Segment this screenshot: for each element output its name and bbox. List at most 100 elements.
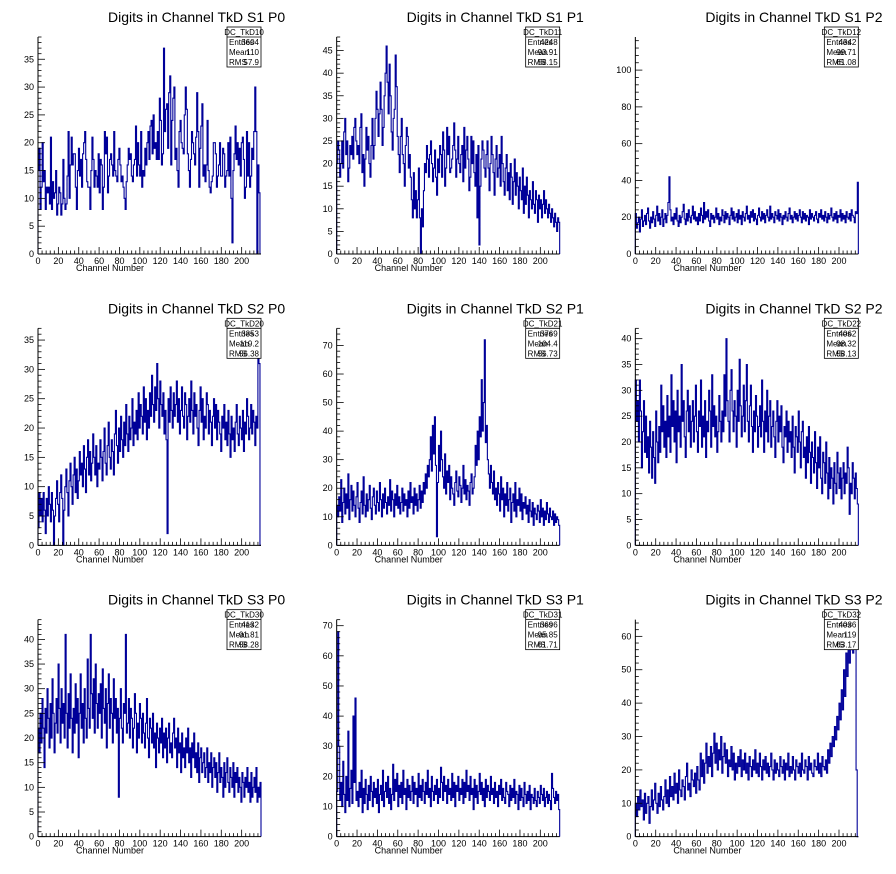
y-tick-label: 30 bbox=[621, 385, 631, 395]
y-tick-label: 5 bbox=[29, 221, 34, 231]
x-tick-label: 100 bbox=[730, 256, 745, 266]
stats-box bbox=[525, 317, 561, 359]
y-tick-label: 25 bbox=[24, 708, 34, 718]
y-tick-label: 20 bbox=[621, 437, 631, 447]
x-tick-label: 100 bbox=[730, 839, 745, 849]
x-tick-label: 0 bbox=[334, 547, 339, 557]
stats-value-mean: 119 bbox=[844, 631, 857, 640]
stats-value-mean: 104.4 bbox=[538, 339, 559, 348]
x-tick-label: 0 bbox=[633, 256, 638, 266]
stats-label-entries: Entries bbox=[826, 621, 851, 630]
y-tick-label: 35 bbox=[323, 91, 333, 101]
y-tick-label: 30 bbox=[24, 82, 34, 92]
stats-name: DC_TkD31 bbox=[523, 611, 563, 620]
stats-label-rms: RMS bbox=[229, 349, 247, 358]
stats-label-rms: RMS bbox=[826, 349, 844, 358]
y-tick-label: 30 bbox=[24, 684, 34, 694]
x-tick-label: 60 bbox=[94, 839, 104, 849]
x-tick-label: 120 bbox=[153, 256, 168, 266]
y-tick-label: 35 bbox=[24, 659, 34, 669]
stats-box bbox=[226, 609, 262, 651]
x-tick-label: 40 bbox=[671, 547, 681, 557]
y-tick-label: 50 bbox=[323, 398, 333, 408]
x-tick-label: 60 bbox=[393, 547, 403, 557]
x-tick-label: 200 bbox=[234, 839, 249, 849]
histogram-series bbox=[336, 631, 561, 837]
y-tick-label: 40 bbox=[323, 711, 333, 721]
x-tick-label: 100 bbox=[132, 547, 147, 557]
x-tick-label: 20 bbox=[651, 547, 661, 557]
x-tick-label: 20 bbox=[651, 256, 661, 266]
histogram-panel: Digits in Channel TkD S2 P10 20 40 60 80 100 1… bbox=[323, 300, 584, 564]
x-tick-label: 20 bbox=[651, 839, 661, 849]
x-tick-label: 180 bbox=[214, 547, 229, 557]
y-tick-label: 30 bbox=[323, 741, 333, 751]
y-tick-label: 5 bbox=[626, 514, 631, 524]
x-tick-label: 100 bbox=[431, 839, 446, 849]
x-axis-title: Channel Number bbox=[673, 263, 741, 273]
x-tick-label: 120 bbox=[750, 839, 765, 849]
y-tick-label: 0 bbox=[328, 540, 333, 550]
x-axis-title: Channel Number bbox=[76, 554, 144, 564]
y-tick-label: 15 bbox=[323, 181, 333, 191]
x-axis-title: Channel Number bbox=[375, 846, 443, 856]
stats-value-rms: 57.9 bbox=[243, 58, 259, 67]
histogram-series bbox=[37, 633, 262, 837]
x-tick-label: 160 bbox=[193, 547, 208, 557]
x-tick-label: 160 bbox=[193, 256, 208, 266]
x-axis-title: Channel Number bbox=[375, 554, 443, 564]
stats-box bbox=[525, 26, 561, 68]
stats-label-mean: Mean bbox=[826, 48, 846, 57]
stats-value-mean: 119.2 bbox=[240, 339, 260, 348]
y-tick-label: 0 bbox=[29, 249, 34, 259]
stats-label-entries: Entries bbox=[229, 621, 254, 630]
chart-title: Digits in Channel TkD S2 P1 bbox=[407, 300, 584, 316]
y-tick-label: 0 bbox=[29, 540, 34, 550]
y-tick-label: 0 bbox=[626, 540, 631, 550]
stats-label-rms: RMS bbox=[528, 58, 546, 67]
y-tick-label: 60 bbox=[323, 369, 333, 379]
x-tick-label: 180 bbox=[214, 839, 229, 849]
x-tick-label: 120 bbox=[750, 547, 765, 557]
stats-label-entries: Entries bbox=[229, 38, 254, 47]
x-tick-label: 200 bbox=[831, 547, 846, 557]
y-tick-label: 20 bbox=[621, 212, 631, 222]
x-tick-label: 140 bbox=[173, 839, 188, 849]
histogram-series bbox=[634, 629, 859, 838]
x-tick-label: 60 bbox=[691, 839, 701, 849]
stats-box bbox=[525, 609, 561, 651]
x-tick-label: 60 bbox=[393, 256, 403, 266]
stats-value-rms: 58.13 bbox=[836, 349, 857, 358]
x-tick-label: 160 bbox=[193, 839, 208, 849]
y-tick-label: 10 bbox=[621, 489, 631, 499]
stats-box bbox=[823, 609, 859, 651]
x-tick-label: 120 bbox=[750, 256, 765, 266]
stats-label-mean: Mean bbox=[528, 48, 548, 57]
x-tick-label: 40 bbox=[671, 839, 681, 849]
x-axis-title: Channel Number bbox=[76, 846, 144, 856]
stats-value-entries: 3769 bbox=[540, 329, 558, 338]
stats-box bbox=[823, 26, 859, 68]
stats-value-mean: 91.81 bbox=[239, 631, 260, 640]
stats-label-mean: Mean bbox=[528, 339, 548, 348]
y-tick-label: 10 bbox=[323, 802, 333, 812]
x-tick-label: 20 bbox=[53, 839, 63, 849]
x-tick-label: 120 bbox=[153, 839, 168, 849]
stats-value-entries: 4248 bbox=[540, 38, 558, 47]
x-tick-label: 60 bbox=[691, 547, 701, 557]
stats-name: DC_TkD10 bbox=[224, 28, 264, 37]
stats-label-mean: Mean bbox=[229, 339, 249, 348]
x-tick-label: 60 bbox=[94, 256, 104, 266]
y-tick-label: 100 bbox=[616, 65, 631, 75]
x-tick-label: 200 bbox=[533, 256, 548, 266]
stats-label-entries: Entries bbox=[528, 621, 553, 630]
x-tick-label: 0 bbox=[334, 839, 339, 849]
histogram-series bbox=[336, 45, 561, 255]
y-tick-label: 10 bbox=[24, 193, 34, 203]
x-tick-label: 80 bbox=[413, 839, 423, 849]
y-tick-label: 60 bbox=[621, 139, 631, 149]
stats-label-rms: RMS bbox=[826, 641, 844, 650]
y-tick-label: 15 bbox=[24, 452, 34, 462]
stats-value-entries: 4062 bbox=[839, 329, 857, 338]
